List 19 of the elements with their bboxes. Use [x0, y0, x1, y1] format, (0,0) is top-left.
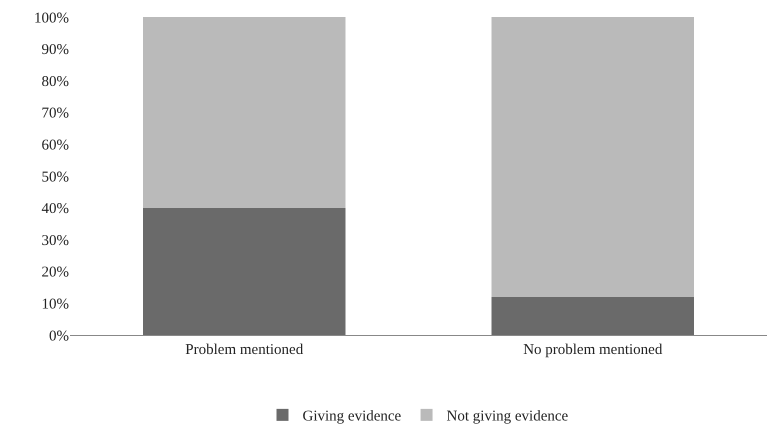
bar	[143, 208, 346, 335]
y-tick-label: 0%	[49, 328, 69, 344]
y-tick-label: 50%	[42, 169, 69, 186]
bar	[492, 296, 694, 335]
bar	[492, 17, 694, 297]
legend-label: Giving evidence	[302, 408, 402, 425]
y-tick-label: 20%	[42, 264, 69, 281]
y-tick-label: 10%	[42, 296, 69, 312]
y-tick-label: 40%	[42, 201, 69, 218]
y-tick-label: 100%	[34, 10, 69, 26]
x-tick-label: No problem mentioned	[523, 342, 663, 358]
x-tick-label: Problem mentioned	[185, 342, 304, 358]
y-tick-label: 70%	[42, 106, 69, 122]
bar	[143, 17, 346, 208]
y-tick-label: 90%	[42, 42, 69, 58]
legend-label: Not giving evidence	[446, 408, 569, 425]
y-tick-label: 60%	[42, 137, 69, 154]
y-tick-label: 30%	[42, 232, 69, 249]
y-tick-label: 80%	[42, 74, 69, 90]
